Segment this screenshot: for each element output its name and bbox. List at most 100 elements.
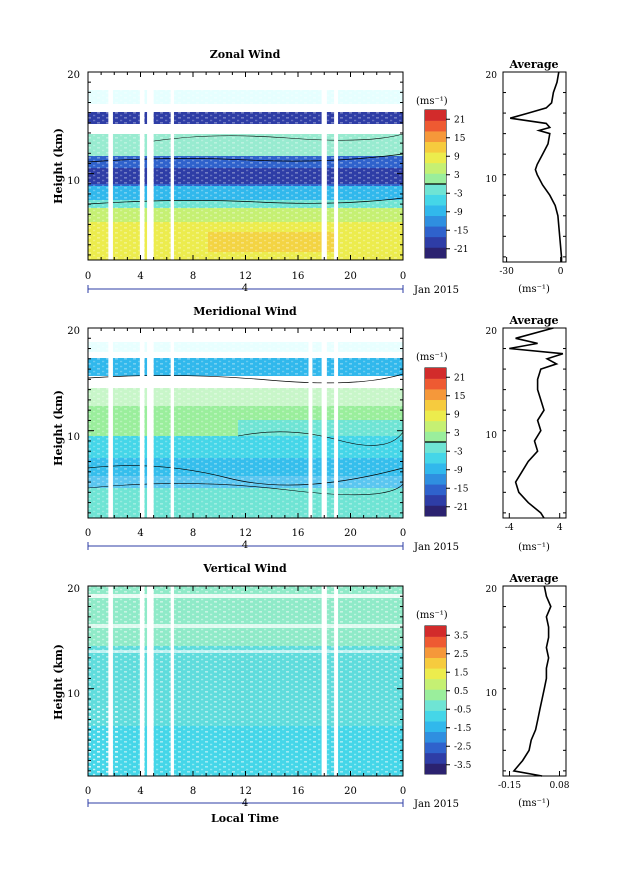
date-label: Jan 2015 (413, 799, 459, 810)
average-profile-line (509, 327, 564, 519)
colorbar-segment (425, 505, 446, 517)
svg-text:10: 10 (486, 175, 498, 185)
average-profile: Average 20 10 -4 4 (ms⁻¹) (486, 314, 567, 553)
gap-band (334, 72, 339, 260)
colorbar-tick-label: -15 (454, 226, 469, 236)
svg-text:12: 12 (239, 786, 252, 797)
colorbar-segment (425, 184, 446, 195)
gap-band (108, 328, 113, 518)
gap-band (334, 328, 339, 518)
colorbar-segment (425, 247, 446, 259)
svg-text:12: 12 (239, 528, 252, 539)
panel-title: Zonal Wind (210, 48, 281, 61)
colorbar-segment (425, 162, 446, 174)
gap-band (321, 328, 327, 518)
meridional-panel: Meridional Wind 20 10 Height (km) 0 (52, 305, 567, 553)
average-x-tick-label: -0.15 (498, 781, 521, 791)
colorbar-tick-label: -3 (454, 447, 463, 457)
meridional-heatmap (88, 328, 403, 518)
average-x-tick-label: 4 (557, 523, 563, 533)
colorbar-segment (425, 442, 446, 453)
svg-text:20: 20 (344, 786, 357, 797)
colorbar-segment (425, 236, 446, 248)
y-axis-label: Height (km) (52, 644, 65, 720)
gap-band (170, 72, 174, 260)
colorbar-segment (425, 484, 446, 496)
colorbar-segment (425, 668, 446, 680)
svg-text:0: 0 (85, 271, 91, 282)
colorbar-tick-label: 3 (454, 429, 460, 439)
svg-text:4: 4 (137, 271, 143, 282)
svg-text:4: 4 (137, 786, 143, 797)
svg-text:0: 0 (85, 528, 91, 539)
colorbar-segment (425, 152, 446, 164)
y-axis-label: Height (km) (52, 128, 65, 204)
svg-text:16: 16 (292, 271, 305, 282)
colorbar-segment (425, 752, 446, 764)
panel-title: Meridional Wind (193, 305, 297, 318)
zonal-heatmap (88, 72, 403, 260)
colorbar-segment (425, 226, 446, 238)
average-unit: (ms⁻¹) (518, 542, 550, 553)
svg-text:16: 16 (292, 786, 305, 797)
colorbar-segment (425, 689, 446, 701)
y-tick-label: 20 (67, 584, 80, 595)
colorbar-segment (425, 215, 446, 227)
y-tick-label: 20 (67, 70, 80, 81)
y-tick-label: 20 (67, 326, 80, 337)
gap-band (170, 586, 174, 776)
colorbar-segment (425, 431, 446, 443)
colorbar-tick-label: 21 (454, 115, 465, 125)
colorbar-segment (425, 194, 446, 206)
colorbar-segment (425, 721, 446, 733)
colorbar-tick-label: 9 (454, 152, 460, 162)
average-profile-line (509, 71, 563, 262)
average-x-tick-label: -30 (499, 267, 514, 277)
colorbar-tick-label: 15 (454, 392, 466, 402)
svg-text:8: 8 (190, 528, 196, 539)
data-gaps (108, 586, 339, 776)
colorbar-tick-label: 1.5 (454, 668, 469, 678)
colorbar-tick-label: 0.5 (454, 687, 469, 697)
svg-text:8: 8 (190, 786, 196, 797)
data-gaps (108, 72, 339, 260)
colorbar-segment (425, 452, 446, 464)
average-x-tick-label: 0 (558, 267, 564, 277)
colorbar-tick-label: -2.5 (454, 742, 472, 752)
y-tick-label: 10 (67, 176, 80, 187)
gap-band (108, 586, 113, 776)
svg-text:8: 8 (190, 271, 196, 282)
colorbar-segment (425, 494, 446, 506)
colorbar-segment (425, 742, 446, 754)
colorbar-tick-label: -15 (454, 484, 469, 494)
colorbar: (ms⁻¹) 3.5 2.5 1.5 0.5 -0.5 -1.5 -2.5 -3.5 (416, 610, 472, 775)
colorbar-segment (425, 678, 446, 690)
colorbar-segment (425, 378, 446, 390)
colorbar-segment (425, 636, 446, 648)
y-tick-label: 10 (67, 432, 80, 443)
colorbar-segment (425, 120, 446, 132)
gap-band (139, 328, 145, 518)
colorbar-tick-label: -1.5 (454, 724, 472, 734)
colorbar-segment (425, 110, 446, 121)
average-x-tick-label: 0.08 (549, 781, 569, 791)
colorbar-segment (425, 420, 446, 432)
gap-band (147, 328, 154, 518)
average-profile: Average 20 10 -0.15 0.08 (ms⁻¹) (486, 572, 570, 809)
x-tick-labels: 0 4 8 12 16 20 0 (85, 528, 406, 539)
y-axis-label: Height (km) (52, 390, 65, 466)
colorbar-segment (425, 368, 446, 379)
colorbar-segment (425, 473, 446, 485)
gap-band (321, 72, 327, 260)
gap-band (308, 328, 313, 518)
colorbar: (ms⁻¹) 21 15 9 3 -3 -9 -15 -21 (416, 352, 469, 517)
colorbar-segment (425, 173, 446, 185)
gap-band (139, 586, 145, 776)
colorbar-segment (425, 647, 446, 659)
day-marker: 4 (242, 283, 248, 294)
colorbar-tick-label: -3.5 (454, 761, 472, 771)
svg-text:20: 20 (486, 327, 498, 337)
svg-text:10: 10 (486, 689, 498, 699)
svg-text:20: 20 (486, 585, 498, 595)
colorbar-segment (425, 626, 446, 637)
